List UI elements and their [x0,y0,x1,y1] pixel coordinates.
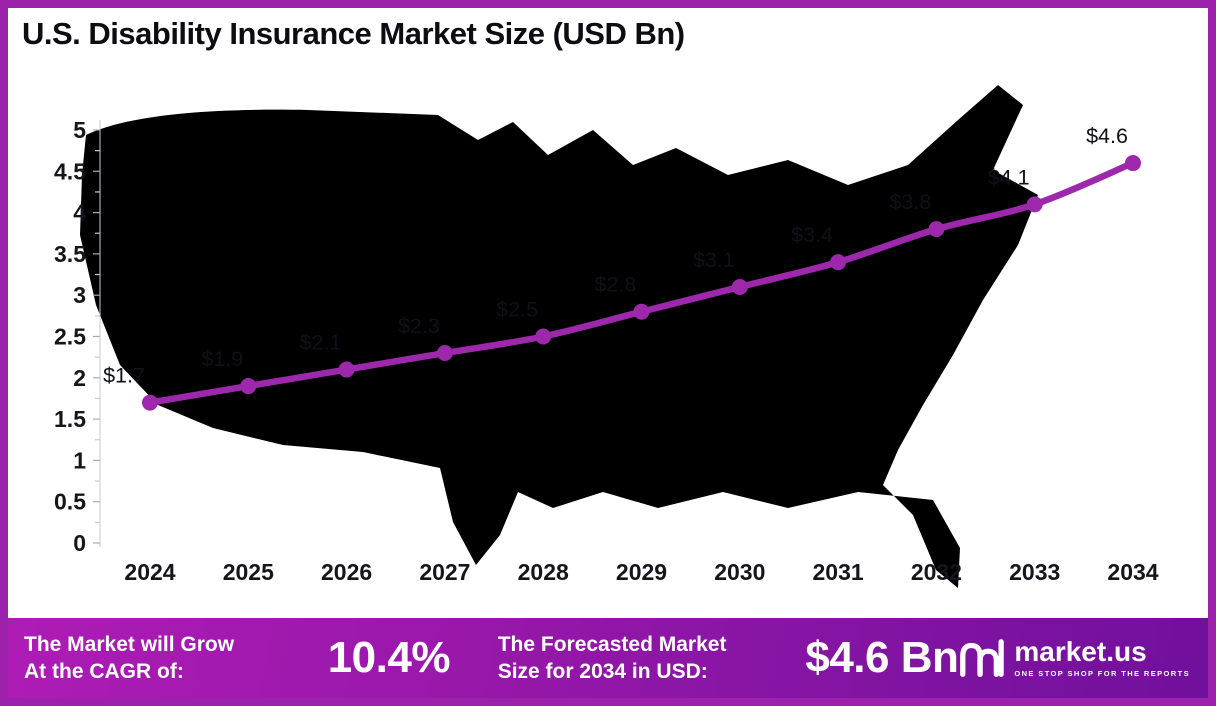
y-axis-tick-label: 3.5 [54,241,86,267]
data-point [240,378,257,395]
cagr-label: The Market will Grow At the CAGR of: [24,631,314,685]
data-point-label: $2.8 [595,273,637,297]
y-axis-tick-label: 0.5 [54,489,86,515]
forecast-label-line1: The Forecasted Market [497,633,727,656]
data-point-label: $1.7 [103,364,145,388]
x-axis-tick-label: 2029 [616,559,667,585]
line-chart: 0 0.5 1 1.5 2 2.5 3 3.5 4 4.5 5 2024 2025 2026 2027 202… [8,60,1208,618]
cagr-value: 10.4% [327,633,451,682]
x-axis-tick-label: 2024 [124,559,175,585]
data-point-label: $2.1 [300,331,342,355]
page-title: U.S. Disability Insurance Market Size (U… [22,16,685,51]
data-point-label: $3.4 [791,223,833,247]
forecast-value: $4.6 Bn [805,633,959,682]
brand-name: market.us [1014,636,1147,667]
data-point-label: $1.9 [201,347,243,371]
x-axis-tick-label: 2030 [714,559,765,585]
series-line [146,159,1137,406]
data-point [1125,155,1141,172]
x-axis-tick-label: 2026 [321,559,372,585]
data-point-label: $2.5 [496,298,538,322]
x-axis-tick-label: 2031 [813,559,864,585]
x-axis-tick-label: 2032 [911,559,962,585]
data-point-label: $4.6 [1086,124,1128,148]
x-axis-tick-label: 2033 [1009,559,1060,585]
market-us-logo-icon [960,639,1005,677]
brand: market.us ONE STOP SHOP FOR THE REPORTS [958,637,1190,679]
x-axis-tick-label: 2028 [518,559,569,585]
brand-tagline: ONE STOP SHOP FOR THE REPORTS [1014,669,1190,678]
data-point [142,394,158,411]
forecast-label-line2: Size for 2034 in USD: [497,660,708,683]
data-point [830,254,847,271]
cagr-label-line2: At the CAGR of: [24,660,184,683]
us-map-silhouette [80,85,1038,588]
data-point [1026,196,1043,213]
x-axis-tick-label: 2034 [1107,559,1158,585]
y-axis-tick-label: 2.5 [54,324,86,350]
chart-canvas: 0 0.5 1 1.5 2 2.5 3 3.5 4 4.5 5 2024 2025 2026 2027 202… [54,85,1159,588]
point-labels-layer: $1.7 $1.9 $2.1 $2.3 $2.5 $2.8 $3.1 $3.4 $3.8 $4.1… [103,124,1128,388]
data-point [731,278,748,295]
x-axis-tick-label: 2027 [419,559,470,585]
x-axis-tick-label: 2025 [223,559,274,585]
brand-text: market.us ONE STOP SHOP FOR THE REPORTS [1014,636,1190,679]
y-axis-tick-label: 2 [73,365,86,391]
data-point [535,328,552,345]
data-point [928,221,945,238]
y-axis-tick-label: 0 [73,530,86,556]
data-point-label: $4.1 [988,165,1030,189]
series-layer [142,155,1141,411]
y-axis-tick-label: 4.5 [54,158,86,184]
data-point-label: $3.8 [889,190,931,214]
y-axis-tick-label: 5 [73,117,86,143]
y-axis-tick-label: 1 [73,447,86,473]
cagr-label-line1: The Market will Grow [24,633,235,656]
data-point-label: $2.3 [398,314,440,338]
y-axis-tick-label: 1.5 [54,406,86,432]
data-point [436,345,453,362]
data-point [338,361,355,378]
forecast-label: The Forecasted Market Size for 2034 in U… [498,631,796,685]
y-axis-tick-label: 4 [73,200,86,226]
axis-layer: 0 0.5 1 1.5 2 2.5 3 3.5 4 4.5 5 2024 2025 2026 2027 202… [54,117,1159,585]
data-point [633,303,650,320]
data-point-label: $3.1 [693,248,735,272]
footer-banner: The Market will Grow At the CAGR of: 10.… [8,618,1208,698]
y-axis-tick-label: 3 [73,282,86,308]
